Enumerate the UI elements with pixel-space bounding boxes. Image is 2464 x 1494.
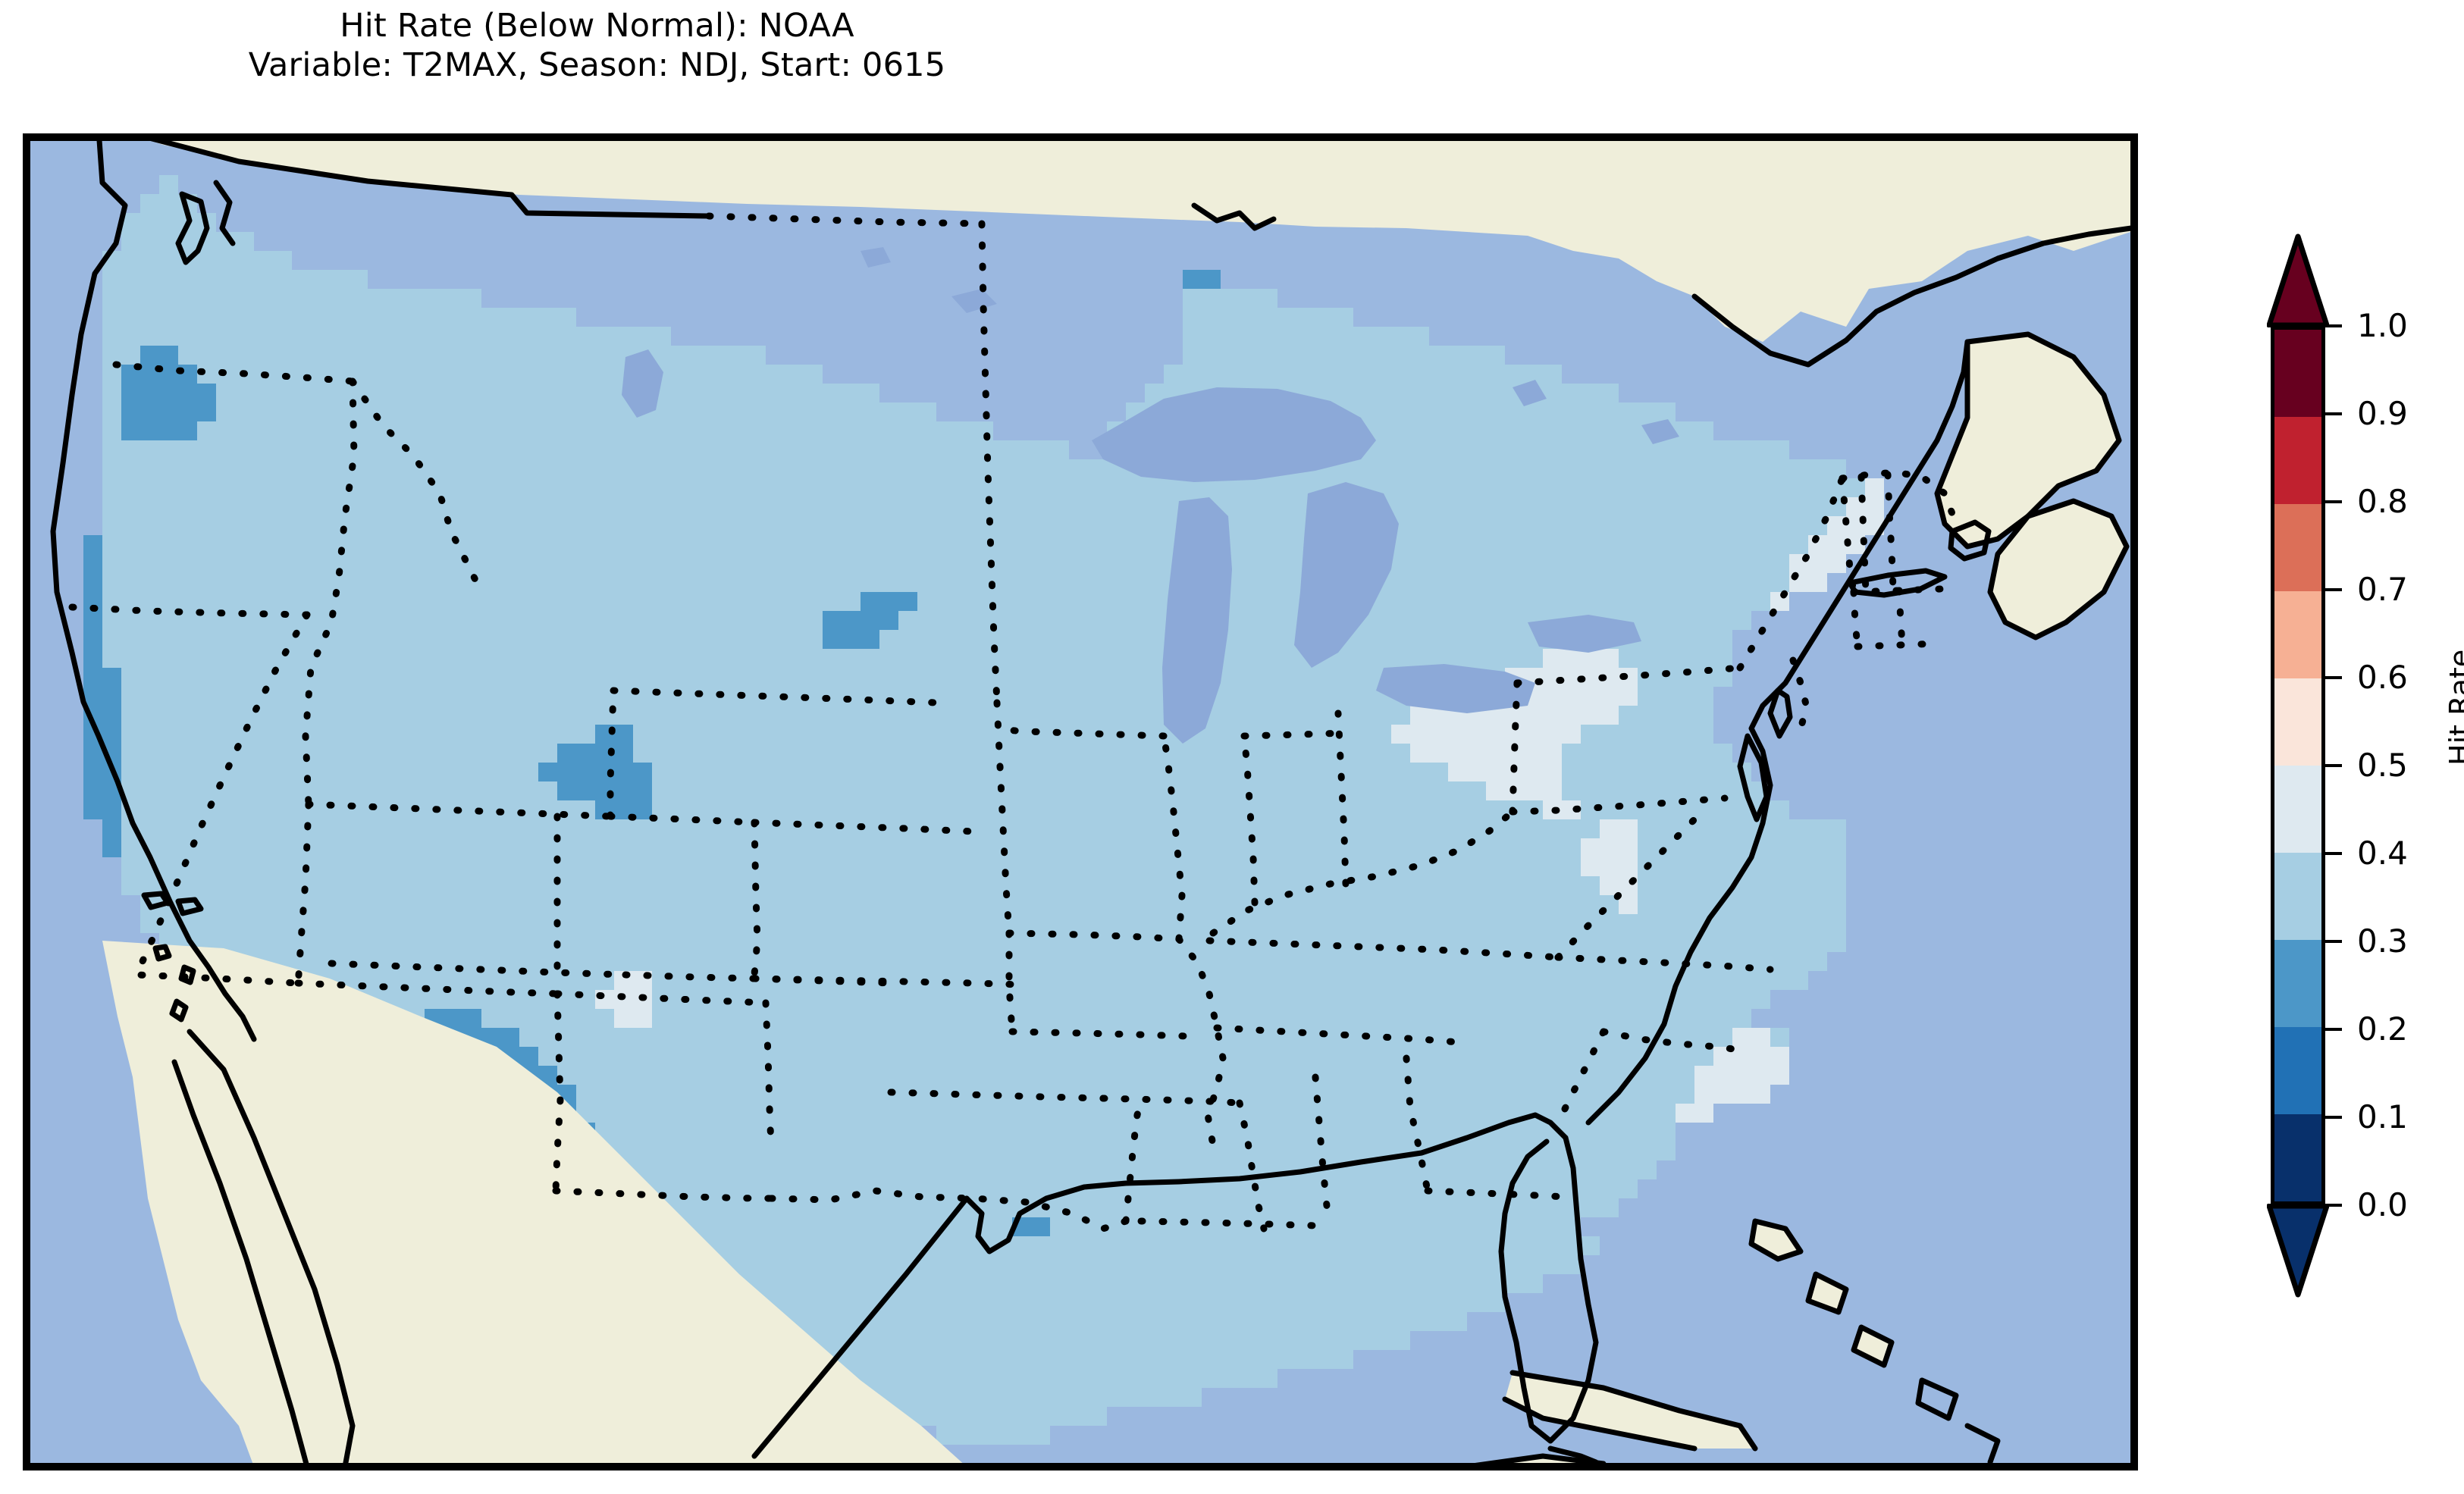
tick-label: 0.9 — [2357, 395, 2408, 432]
tick-label: 0.0 — [2357, 1186, 2408, 1223]
tick-mark — [2325, 676, 2342, 679]
tick-label: 0.1 — [2357, 1098, 2408, 1135]
tick-mark — [2325, 588, 2342, 591]
colorbar-band-2 — [2274, 940, 2321, 1027]
colorbar-band-8 — [2274, 417, 2321, 504]
colorbar-band-1 — [2274, 1027, 2321, 1114]
tick-label: 0.6 — [2357, 659, 2408, 696]
tick-mark — [2325, 324, 2342, 327]
colorbar-ticks: 0.0 0.1 0.2 0.3 0.4 0.5 0.6 0.7 0.8 0.9 1.0 — [2325, 307, 2464, 1223]
colorbar-band-5 — [2274, 678, 2321, 766]
colorbar-band-7 — [2274, 504, 2321, 591]
colorbar-extend-top-arrow — [2267, 233, 2329, 327]
tick-mark — [2325, 1028, 2342, 1031]
tick-mark — [2325, 940, 2342, 943]
tick-mark — [2325, 1204, 2342, 1207]
colorbar-axis-label: Hit Rate — [2444, 649, 2464, 766]
tick-label: 1.0 — [2357, 307, 2408, 344]
title-line-primary: Hit Rate (Below Normal): NOAA — [340, 7, 854, 45]
tick-label: 0.5 — [2357, 747, 2408, 784]
map-canvas — [27, 137, 2134, 1467]
hit-rate-grid-layer — [27, 137, 2134, 1467]
tick-label: 0.3 — [2357, 922, 2408, 960]
colorbar-extend-bottom-arrow — [2267, 1204, 2329, 1298]
tick-mark — [2325, 764, 2342, 767]
tick-mark — [2325, 412, 2342, 415]
tick-label: 0.4 — [2357, 835, 2408, 872]
tick-mark — [2325, 852, 2342, 855]
map-axes — [23, 133, 2138, 1471]
colorbar-band-3 — [2274, 853, 2321, 940]
tick-mark — [2325, 1116, 2342, 1119]
colorbar: 0.0 0.1 0.2 0.3 0.4 0.5 0.6 0.7 0.8 0.9 1.0 Hit Ra… — [2267, 233, 2464, 1298]
title-line-secondary: Variable: T2MAX, Season: NDJ, Start: 061… — [248, 46, 946, 84]
colorbar-bands — [2271, 326, 2325, 1205]
colorbar-band-9 — [2274, 330, 2321, 417]
tick-mark — [2325, 500, 2342, 503]
colorbar-band-6 — [2274, 591, 2321, 678]
tick-label: 0.8 — [2357, 483, 2408, 520]
tick-label: 0.2 — [2357, 1010, 2408, 1048]
colorbar-band-0 — [2274, 1114, 2321, 1201]
figure-title: Hit Rate (Below Normal): NOAA Variable: … — [0, 6, 1194, 85]
tick-label: 0.7 — [2357, 571, 2408, 608]
colorbar-band-4 — [2274, 766, 2321, 853]
